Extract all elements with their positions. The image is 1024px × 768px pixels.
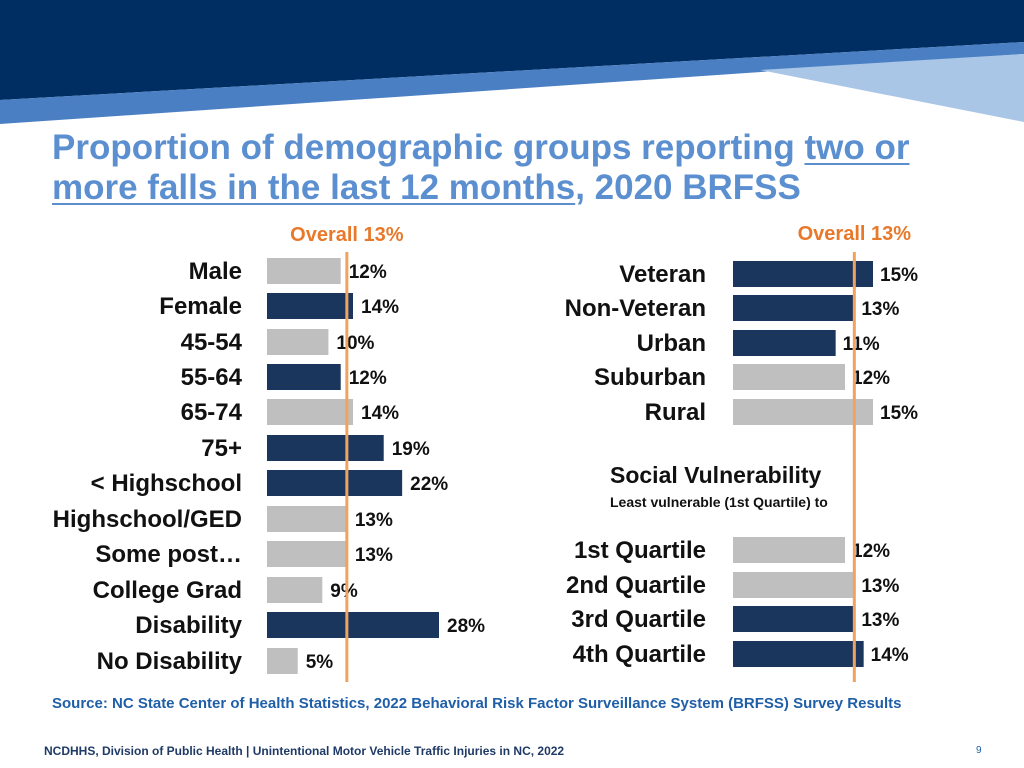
category-label: 65-74 bbox=[181, 399, 243, 426]
value-label: 13% bbox=[355, 510, 393, 531]
bar-0-2 bbox=[267, 329, 329, 355]
value-label: 19% bbox=[392, 439, 430, 460]
value-label: 12% bbox=[349, 368, 387, 389]
value-label: 12% bbox=[349, 262, 387, 283]
header-banner bbox=[0, 0, 1024, 124]
bar-1-4 bbox=[733, 399, 873, 425]
bar-0-3 bbox=[267, 364, 341, 390]
source-note: Source: NC State Center of Health Statis… bbox=[52, 695, 902, 712]
overall-label: Overall 13% bbox=[290, 224, 404, 246]
bar-0-4 bbox=[267, 399, 353, 425]
value-label: 13% bbox=[355, 545, 393, 566]
bar-0-9 bbox=[267, 577, 323, 603]
value-label: 9% bbox=[330, 581, 358, 602]
category-label: Veteran bbox=[619, 261, 706, 288]
bar-0-0 bbox=[267, 258, 341, 284]
category-label: College Grad bbox=[93, 577, 242, 604]
value-label: 22% bbox=[410, 474, 448, 495]
value-label: 12% bbox=[852, 368, 890, 389]
footer-text: NCDHHS, Division of Public Health | Unin… bbox=[44, 744, 565, 758]
category-label: Non-Veteran bbox=[565, 295, 706, 322]
bar-1-2 bbox=[733, 330, 836, 356]
value-label: 10% bbox=[336, 333, 374, 354]
category-label: No Disability bbox=[97, 648, 243, 675]
category-label: Highschool/GED bbox=[53, 506, 242, 533]
page-number: 9 bbox=[976, 745, 982, 756]
bar-0-1 bbox=[267, 293, 353, 319]
category-label: Male bbox=[189, 258, 242, 285]
value-label: 14% bbox=[871, 645, 909, 666]
category-label: Rural bbox=[645, 399, 706, 426]
bar-0-5 bbox=[267, 435, 384, 461]
category-label: 4th Quartile bbox=[573, 641, 706, 668]
category-label: Some post… bbox=[95, 541, 242, 568]
bar-0-7 bbox=[267, 506, 347, 532]
value-label: 15% bbox=[880, 403, 918, 424]
bar-2-2 bbox=[733, 606, 855, 632]
value-label: 13% bbox=[861, 576, 899, 597]
category-label: 1st Quartile bbox=[574, 537, 706, 564]
category-label: Suburban bbox=[594, 364, 706, 391]
bar-1-0 bbox=[733, 261, 873, 287]
category-label: 3rd Quartile bbox=[571, 606, 706, 633]
bar-0-6 bbox=[267, 470, 403, 496]
value-label: 14% bbox=[361, 297, 399, 318]
slide-title: Proportion of demographic groups reporti… bbox=[52, 128, 910, 207]
value-label: 28% bbox=[447, 616, 485, 637]
value-label: 5% bbox=[306, 652, 334, 673]
value-label: 13% bbox=[861, 299, 899, 320]
category-label: 75+ bbox=[201, 435, 242, 462]
bar-2-0 bbox=[733, 537, 845, 563]
category-label: Urban bbox=[637, 330, 706, 357]
bar-0-11 bbox=[267, 648, 298, 674]
bar-2-1 bbox=[733, 572, 855, 598]
value-label: 14% bbox=[361, 403, 399, 424]
social-vulnerability-title: Social Vulnerability bbox=[610, 462, 822, 488]
overall-label: Overall 13% bbox=[798, 223, 912, 245]
bar-1-3 bbox=[733, 364, 845, 390]
bar-1-1 bbox=[733, 295, 855, 321]
bar-0-8 bbox=[267, 541, 347, 567]
category-label: Female bbox=[159, 293, 242, 320]
social-vulnerability-subtitle: Least vulnerable (1st Quartile) to bbox=[610, 494, 828, 510]
category-label: < Highschool bbox=[91, 470, 242, 497]
falls-bar-charts: Male 12% Female 14% 45-54 10% 55-64 12% 65-74 14%… bbox=[53, 223, 918, 682]
category-label: 2nd Quartile bbox=[566, 572, 706, 599]
value-label: 11% bbox=[843, 334, 880, 355]
category-label: 55-64 bbox=[181, 364, 243, 391]
value-label: 12% bbox=[852, 541, 890, 562]
bar-2-3 bbox=[733, 641, 864, 667]
value-label: 13% bbox=[861, 610, 899, 631]
bar-0-10 bbox=[267, 612, 439, 638]
category-label: Disability bbox=[135, 612, 242, 639]
category-label: 45-54 bbox=[181, 329, 243, 356]
value-label: 15% bbox=[880, 265, 918, 286]
